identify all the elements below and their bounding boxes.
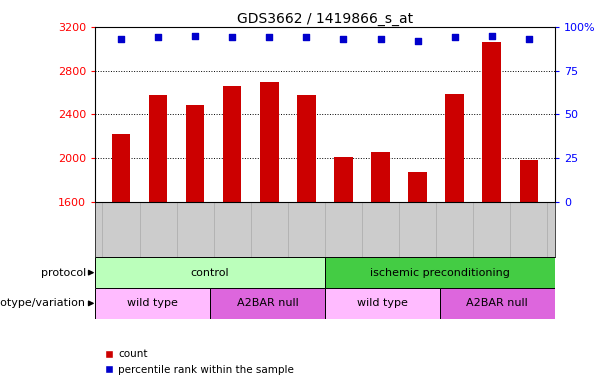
Point	[153, 34, 163, 40]
Text: wild type: wild type	[357, 298, 408, 308]
Text: wild type: wild type	[127, 298, 178, 308]
Bar	[520, 161, 538, 202]
Bar	[446, 94, 464, 202]
Point	[227, 34, 237, 40]
Bar	[95, 288, 210, 319]
Bar	[482, 42, 501, 202]
Text: ischemic preconditioning: ischemic preconditioning	[370, 268, 510, 278]
Point	[338, 36, 348, 42]
Point	[302, 34, 311, 40]
Text: A2BAR null: A2BAR null	[466, 298, 528, 308]
Bar	[408, 172, 427, 202]
Title: GDS3662 / 1419866_s_at: GDS3662 / 1419866_s_at	[237, 12, 413, 26]
Point	[264, 34, 274, 40]
Point	[190, 33, 200, 39]
Bar	[223, 86, 242, 202]
Bar	[186, 104, 204, 202]
Bar	[297, 95, 316, 202]
Bar	[112, 134, 130, 202]
Bar	[260, 82, 278, 202]
Bar	[210, 288, 325, 319]
Point	[487, 33, 497, 39]
Point	[450, 34, 460, 40]
Point	[413, 38, 422, 44]
Point	[116, 36, 126, 42]
Bar	[325, 288, 440, 319]
Bar	[325, 257, 555, 288]
Bar	[371, 152, 390, 202]
Point	[376, 36, 386, 42]
Text: control: control	[191, 268, 229, 278]
Point	[524, 36, 534, 42]
Text: protocol: protocol	[40, 268, 86, 278]
Text: genotype/variation: genotype/variation	[0, 298, 86, 308]
Bar	[334, 157, 352, 202]
Text: A2BAR null: A2BAR null	[237, 298, 299, 308]
Bar	[440, 288, 555, 319]
Bar	[95, 257, 325, 288]
Bar	[149, 95, 167, 202]
Legend: count, percentile rank within the sample: count, percentile rank within the sample	[100, 345, 298, 379]
